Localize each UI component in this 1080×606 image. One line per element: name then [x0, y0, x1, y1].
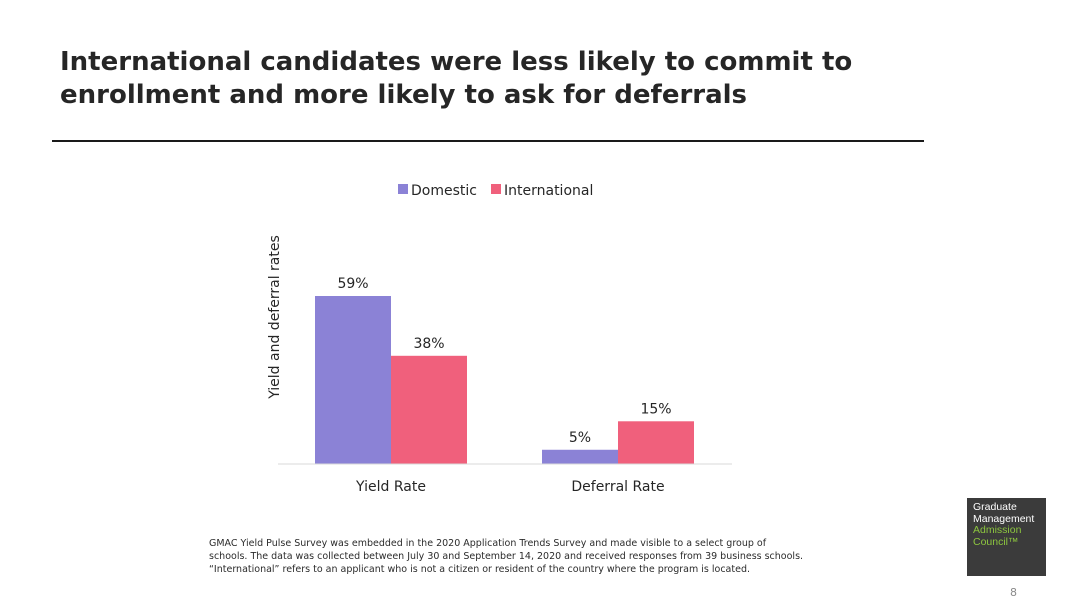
x-tick-label-yield-rate: Yield Rate — [355, 479, 426, 495]
title-line-2: enrollment and more likely to ask for de… — [60, 80, 748, 110]
data-label-domestic-yield-rate: 59% — [337, 276, 368, 292]
page-number: 8 — [1010, 586, 1017, 599]
logo-line-2: Management — [973, 512, 1035, 525]
bar-domestic-yield-rate — [315, 296, 391, 464]
data-label-international-yield-rate: 38% — [413, 336, 444, 352]
x-axis-tick-labels: Yield Rate Deferral Rate — [355, 479, 665, 495]
footnote: GMAC Yield Pulse Survey was embedded in … — [209, 537, 909, 576]
logo-line-4: Council™ — [973, 535, 1019, 548]
legend-label-international: International — [504, 183, 593, 199]
title-divider — [52, 140, 924, 142]
chart-bars: 59% 38% 5% 15% — [315, 276, 694, 464]
bar-domestic-deferral-rate — [542, 449, 618, 464]
bar-international-yield-rate — [391, 355, 467, 464]
y-axis-label: Yield and deferral rates — [267, 235, 283, 400]
footnote-line-3: “International” refers to an applicant w… — [209, 564, 750, 575]
gmac-logo: Graduate Management Admission Council™ — [967, 498, 1046, 576]
chart-legend: Domestic International — [398, 183, 593, 199]
data-label-domestic-deferral-rate: 5% — [569, 430, 591, 446]
footnote-line-2: schools. The data was collected between … — [209, 551, 804, 562]
legend-label-domestic: Domestic — [411, 183, 477, 199]
legend-swatch-international — [491, 184, 501, 194]
data-label-international-deferral-rate: 15% — [640, 401, 671, 417]
title-line-1: International candidates were less likel… — [60, 47, 853, 77]
footnote-line-1: GMAC Yield Pulse Survey was embedded in … — [209, 538, 767, 549]
logo-line-1: Graduate — [973, 501, 1017, 513]
bar-international-deferral-rate — [618, 421, 694, 464]
legend-swatch-domestic — [398, 184, 408, 194]
logo-line-3: Admission — [973, 524, 1022, 536]
x-tick-label-deferral-rate: Deferral Rate — [571, 479, 664, 495]
slide-title: International candidates were less likel… — [60, 46, 920, 112]
